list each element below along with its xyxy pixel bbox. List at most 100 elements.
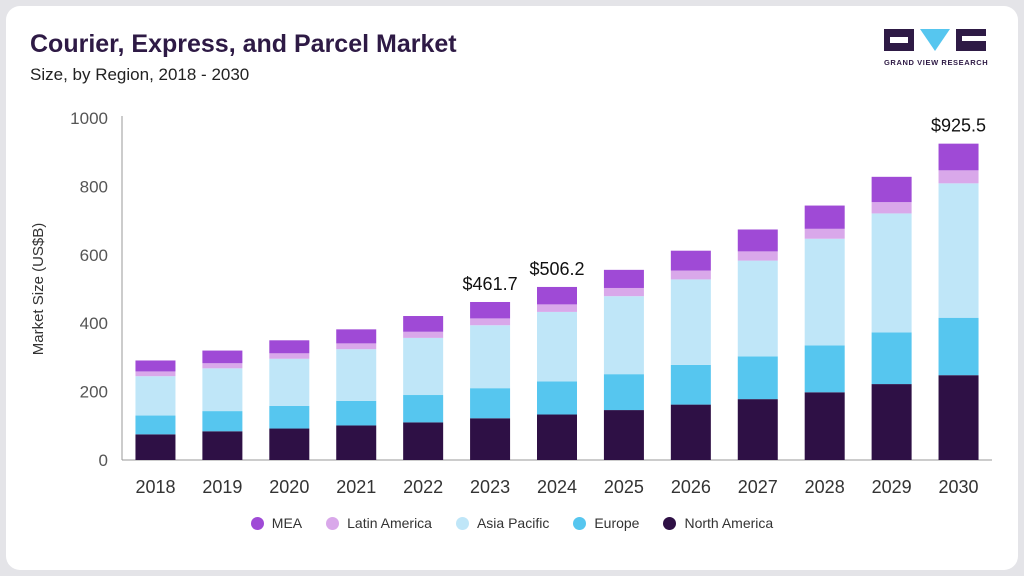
data-label: $925.5 — [931, 115, 986, 135]
bar-segment-mea — [202, 350, 243, 364]
legend-item: Latin America — [326, 515, 432, 531]
bar-segment-north-america — [938, 375, 979, 460]
x-tick-label: 2027 — [738, 477, 778, 497]
bar-segment-latin-america — [603, 287, 644, 297]
page-title: Courier, Express, and Parcel Market — [30, 30, 457, 58]
bar-segment-mea — [537, 286, 577, 305]
bar-segment-europe — [269, 405, 310, 429]
bar-segment-mea — [603, 269, 644, 288]
data-label: $461.7 — [463, 274, 518, 294]
bar-segment-asia-pacific — [135, 376, 176, 416]
data-label: $506.2 — [529, 259, 584, 279]
legend-swatch — [455, 516, 469, 530]
bar-segment-mea — [938, 143, 979, 171]
y-tick-label: 400 — [80, 314, 108, 333]
bar-segment-mea — [269, 340, 310, 354]
legend-label: Asia Pacific — [476, 515, 550, 531]
logo-mark-icon — [884, 29, 986, 51]
bar-segment-mea — [871, 176, 912, 203]
legend-item: MEA — [250, 515, 302, 531]
bar-segment-north-america — [336, 425, 377, 460]
bar-segment-asia-pacific — [202, 368, 243, 412]
y-tick-label: 0 — [99, 451, 108, 470]
bar-segment-europe — [804, 345, 845, 393]
bar-segment-latin-america — [737, 251, 778, 261]
legend-swatch — [326, 516, 340, 530]
bar-segment-asia-pacific — [336, 349, 377, 401]
x-tick-label: 2029 — [872, 477, 912, 497]
bar-segment-north-america — [135, 434, 176, 460]
bar-segment-mea — [737, 229, 778, 252]
bar-segment-europe — [938, 317, 979, 376]
page-subtitle: Size, by Region, 2018 - 2030 — [30, 65, 250, 84]
bar-segment-north-america — [537, 414, 577, 460]
bar-segment-europe — [670, 364, 711, 405]
x-tick-label: 2022 — [403, 477, 443, 497]
bar-segment-asia-pacific — [470, 325, 511, 389]
bar-segment-mea — [470, 301, 511, 319]
bar-segment-north-america — [403, 422, 444, 460]
bar-segment-latin-america — [537, 304, 577, 312]
bar-segment-north-america — [470, 418, 511, 460]
bar-segment-asia-pacific — [670, 279, 711, 365]
bar-segment-latin-america — [336, 343, 377, 350]
x-tick-label: 2018 — [135, 477, 175, 497]
bar-segment-mea — [804, 205, 845, 229]
bar-segment-north-america — [804, 392, 845, 460]
legend-swatch — [573, 516, 587, 530]
legend-swatch — [663, 516, 677, 530]
y-tick-label: 1000 — [70, 109, 108, 128]
x-tick-label: 2021 — [336, 477, 376, 497]
legend-label: Europe — [594, 515, 640, 531]
legend-label: North America — [684, 515, 774, 531]
y-axis-label: Market Size (US$B) — [30, 223, 47, 356]
legend-item: North America — [663, 515, 773, 531]
chart-legend: MEA Latin America Asia Pacific Europe North … — [6, 515, 1018, 531]
x-tick-label: 2026 — [671, 477, 711, 497]
bar-segment-asia-pacific — [537, 311, 577, 382]
x-tick-label: 2025 — [604, 477, 644, 497]
legend-item: Asia Pacific — [455, 515, 550, 531]
stacked-bar-chart: 0 200 400 600 800 1000 Market Size (US$B) 2018 2… — [30, 109, 992, 497]
bar-segment-latin-america — [871, 202, 912, 214]
bar-segment-latin-america — [670, 270, 711, 280]
x-tick-label: 2024 — [537, 477, 577, 497]
legend-item: Europe — [573, 515, 639, 531]
grand-view-research-logo: GRAND VIEW RESEARCH — [884, 26, 989, 70]
bar-segment-europe — [470, 388, 511, 419]
bar-segment-north-america — [737, 399, 778, 460]
bar-segment-europe — [737, 356, 778, 400]
legend-swatch — [250, 516, 264, 530]
x-tick-label: 2019 — [202, 477, 242, 497]
bar-segment-latin-america — [269, 353, 310, 359]
bar-segment-mea — [670, 250, 711, 271]
bar-segment-europe — [871, 332, 912, 385]
bar-segment-europe — [135, 415, 176, 435]
bar-segment-europe — [603, 374, 644, 411]
bar-segment-asia-pacific — [269, 358, 310, 406]
bar-segment-mea — [336, 329, 377, 344]
bar-segment-asia-pacific — [871, 213, 912, 333]
bar-segment-latin-america — [938, 170, 979, 184]
y-tick-label: 600 — [80, 246, 108, 265]
bar-segment-north-america — [670, 404, 711, 460]
bar-segment-latin-america — [135, 371, 176, 377]
bar-segment-asia-pacific — [804, 238, 845, 346]
x-tick-label: 2020 — [269, 477, 309, 497]
bar-segment-asia-pacific — [403, 337, 444, 396]
bar-segment-mea — [135, 360, 176, 372]
y-tick-label: 800 — [80, 177, 108, 196]
chart-card: Courier, Express, and Parcel Market Size… — [6, 6, 1018, 570]
bar-segment-north-america — [269, 428, 310, 460]
y-tick-label: 200 — [80, 383, 108, 402]
bar-segment-asia-pacific — [938, 183, 979, 318]
bar-segment-north-america — [871, 384, 912, 460]
bar-segment-latin-america — [202, 363, 243, 369]
bar-segment-mea — [403, 316, 444, 332]
x-tick-label: 2030 — [939, 477, 979, 497]
legend-label: Latin America — [347, 515, 432, 531]
logo-text: GRAND VIEW RESEARCH — [884, 58, 989, 67]
bar-segment-latin-america — [470, 318, 511, 326]
bar-segment-asia-pacific — [737, 260, 778, 357]
x-tick-label: 2028 — [805, 477, 845, 497]
